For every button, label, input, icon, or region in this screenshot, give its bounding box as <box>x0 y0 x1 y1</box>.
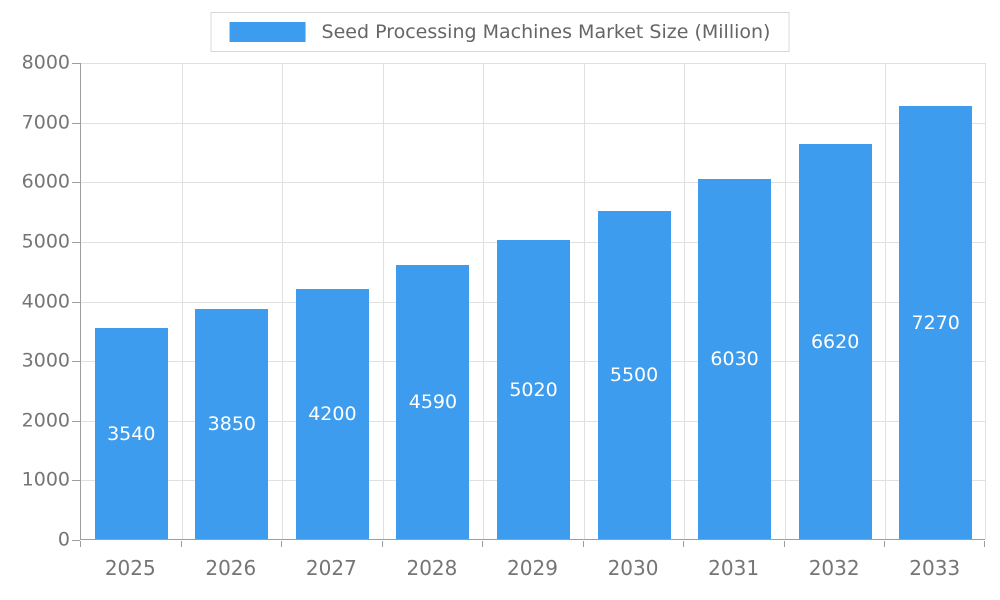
chart-title: Seed Processing Machines Market Size (Mi… <box>321 21 771 43</box>
bar: 5500 <box>597 211 671 539</box>
bar-value-label: 5500 <box>609 364 659 386</box>
bar-value-label: 6620 <box>810 330 860 353</box>
v-gridline <box>182 63 183 539</box>
y-axis-tick <box>72 182 80 184</box>
bar-value-label: 4590 <box>408 391 458 413</box>
v-gridline <box>985 63 986 539</box>
bar: 3540 <box>94 328 168 539</box>
bar-value-label: 7270 <box>911 311 960 334</box>
plot-area: 3540 3850 4200 4590 5020 5500 6030 6620 7270 <box>80 63 986 540</box>
y-axis-tick <box>72 420 80 422</box>
y-axis-label: 6000 <box>21 170 70 193</box>
bar: 5020 <box>497 240 570 539</box>
bar: 4590 <box>396 265 470 539</box>
y-axis-tick <box>72 301 80 303</box>
h-gridline <box>81 63 985 64</box>
x-axis-label: 2031 <box>708 556 760 580</box>
y-axis-tick <box>72 361 80 363</box>
x-axis-label: 2029 <box>507 556 558 580</box>
x-axis-label: 2030 <box>607 556 659 580</box>
x-axis-tick <box>281 541 282 547</box>
y-axis-label: 2000 <box>21 409 70 432</box>
h-gridline <box>81 182 985 184</box>
y-axis-label: 5000 <box>21 230 70 253</box>
y-axis-tick <box>72 480 80 482</box>
x-axis-tick <box>984 541 985 547</box>
bar-value-label: 3850 <box>207 413 256 435</box>
v-gridline <box>885 63 886 539</box>
y-axis-tick <box>72 241 80 243</box>
x-axis-label: 2026 <box>205 556 257 580</box>
bar: 6620 <box>798 144 872 539</box>
bar: 3850 <box>195 309 269 539</box>
x-axis-tick <box>482 541 483 547</box>
y-axis-label: 1000 <box>21 468 70 491</box>
legend[interactable]: Seed Processing Machines Market Size (Mi… <box>210 12 790 52</box>
x-axis-tick <box>382 541 383 547</box>
x-axis-tick <box>784 541 785 547</box>
bar: 7270 <box>899 106 973 539</box>
bar-value-label: 6030 <box>710 348 759 370</box>
h-gridline <box>81 122 985 124</box>
y-axis-label: 8000 <box>21 51 70 74</box>
bar-value-label: 4200 <box>308 403 357 425</box>
y-axis-label: 4000 <box>21 290 70 312</box>
x-axis-label: 2032 <box>808 556 860 580</box>
y-axis-tick <box>72 63 80 64</box>
bar: 6030 <box>698 179 772 539</box>
x-axis-tick <box>181 541 182 547</box>
v-gridline <box>483 63 484 539</box>
x-axis-label: 2028 <box>406 556 458 580</box>
y-axis-label: 7000 <box>21 111 70 134</box>
bar-value-label: 3540 <box>107 422 156 445</box>
x-axis-tick <box>583 541 584 547</box>
legend-swatch-icon <box>229 22 306 42</box>
v-gridline <box>785 63 786 539</box>
v-gridline <box>282 63 283 539</box>
bar: 4200 <box>295 289 369 539</box>
x-axis-label: 2027 <box>305 556 357 580</box>
y-axis-label: 0 <box>57 528 70 551</box>
bar-value-label: 5020 <box>509 378 558 401</box>
x-axis-tick <box>80 541 81 547</box>
y-axis-label: 3000 <box>21 349 70 372</box>
y-axis-tick <box>72 122 80 124</box>
x-axis-tick <box>683 541 684 547</box>
y-axis-tick <box>72 540 80 541</box>
v-gridline <box>383 63 384 539</box>
x-axis-label: 2033 <box>909 556 961 580</box>
v-gridline <box>584 63 585 539</box>
x-axis-label: 2025 <box>104 556 156 580</box>
v-gridline <box>684 63 685 539</box>
x-axis-tick <box>884 541 885 547</box>
